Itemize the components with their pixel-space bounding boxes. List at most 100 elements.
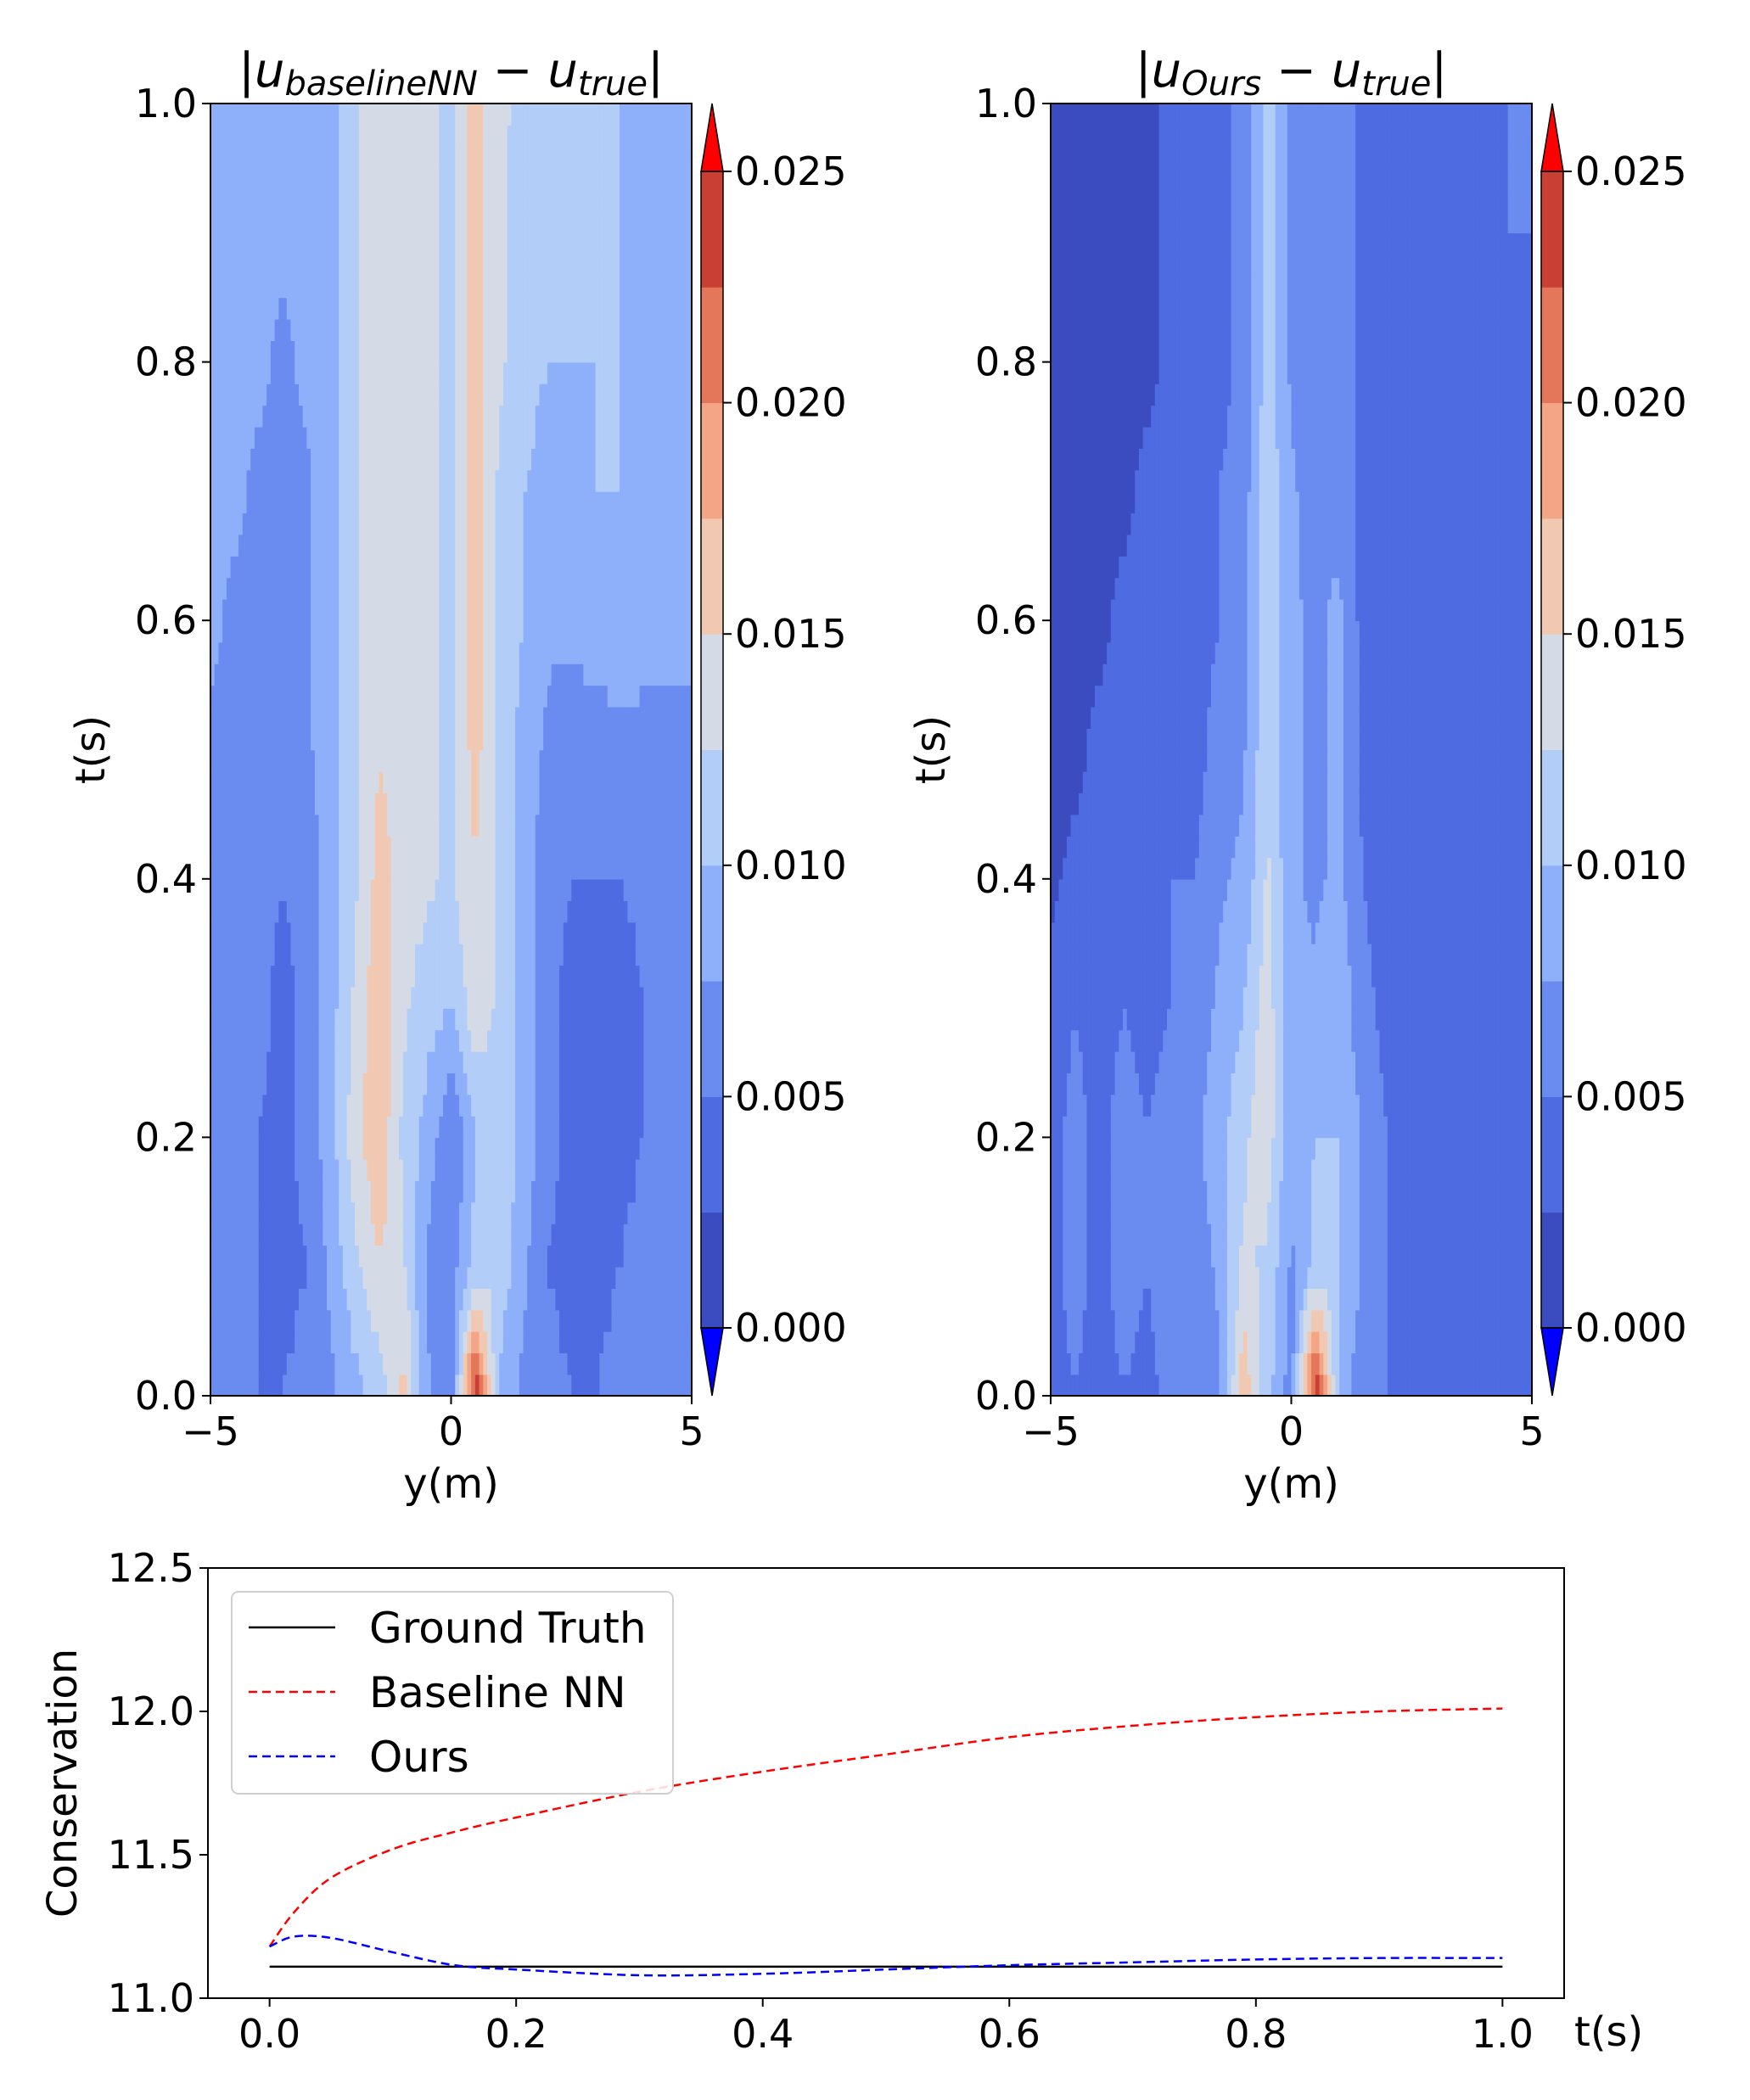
heatmap-cell: [286, 1029, 292, 1052]
heatmap-cell: [446, 1245, 452, 1268]
heatmap-cell: [491, 598, 496, 621]
heatmap-cell: [327, 1029, 332, 1052]
heatmap-cell: [222, 577, 227, 600]
heatmap-cell: [635, 663, 641, 686]
heatmap-cell: [274, 1008, 280, 1031]
heatmap-cell: [607, 1180, 613, 1203]
heatmap-cell: [290, 836, 296, 859]
heatmap-cell: [511, 663, 516, 686]
heatmap-cell: [527, 921, 532, 944]
heatmap-cell: [327, 1008, 332, 1031]
heatmap-cell: [463, 641, 468, 664]
heatmap-cell: [358, 1180, 364, 1203]
heatmap-cell: [351, 921, 356, 944]
heatmap-cell: [619, 749, 625, 772]
heatmap-cell: [294, 857, 300, 880]
heatmap-cell: [355, 943, 360, 966]
heatmap-cell: [266, 986, 272, 1009]
heatmap-cell: [635, 1288, 641, 1311]
heatmap-cell: [631, 836, 637, 859]
heatmap-cell: [298, 728, 304, 751]
heatmap-cell: [399, 1266, 404, 1289]
heatmap-cell: [262, 965, 267, 988]
heatmap-cell: [683, 685, 689, 708]
heatmap-cell: [351, 770, 356, 794]
heatmap-cell: [298, 1116, 304, 1139]
heatmap-cell: [258, 1094, 264, 1117]
heatmap-cell: [502, 857, 508, 880]
heatmap-cell: [443, 1137, 448, 1160]
heatmap-cell: [683, 986, 689, 1009]
heatmap-cell: [507, 663, 513, 686]
heatmap-cell: [290, 1137, 296, 1160]
heatmap-cell: [226, 1309, 232, 1332]
heatmap-cell: [687, 814, 693, 837]
heatmap-cell: [330, 663, 336, 686]
heatmap-cell: [430, 921, 436, 944]
heatmap-cell: [327, 986, 332, 1009]
heatmap-cell: [499, 792, 504, 815]
heatmap-cell: [648, 598, 653, 621]
heatmap-cell: [334, 1180, 339, 1203]
heatmap-cell: [467, 814, 472, 837]
heatmap-cell: [386, 878, 392, 901]
heatmap-cell: [222, 1029, 227, 1052]
heatmap-cell: [294, 792, 300, 815]
heatmap-cell: [659, 1223, 665, 1246]
heatmap-cell: [547, 1309, 552, 1332]
heatmap-cell: [487, 1245, 492, 1268]
heatmap-cell: [639, 1008, 645, 1031]
heatmap-cell: [435, 706, 440, 729]
heatmap-cell: [218, 921, 223, 944]
heatmap-cell: [214, 1266, 220, 1289]
heatmap-cell: [587, 878, 592, 901]
heatmap-cell: [479, 749, 485, 772]
heatmap-cell: [603, 706, 609, 729]
heatmap-cell: [599, 1029, 604, 1052]
heatmap-cell: [435, 1374, 440, 1397]
heatmap-cell: [615, 943, 620, 966]
heatmap-cell: [386, 490, 392, 514]
heatmap-cell: [399, 1223, 404, 1246]
heatmap-cell: [379, 1309, 384, 1332]
heatmap-cell: [367, 814, 372, 837]
heatmap-cell: [439, 1245, 444, 1268]
heatmap-cell: [591, 556, 597, 579]
heatmap-cell: [238, 1309, 244, 1332]
heatmap-cell: [446, 900, 452, 923]
heatmap-cell: [314, 577, 320, 600]
heatmap-cell: [411, 900, 416, 923]
heatmap-cell: [254, 556, 260, 579]
heatmap-cell: [270, 663, 276, 686]
heatmap-cell: [278, 900, 283, 923]
heatmap-cell: [671, 1330, 676, 1354]
heatmap-cell: [655, 577, 660, 600]
heatmap-cell: [615, 1288, 620, 1311]
heatmap-cell: [663, 1072, 669, 1095]
heatmap-cell: [443, 1201, 448, 1224]
heatmap-cell: [250, 1266, 255, 1289]
heatmap-cell: [439, 556, 444, 579]
heatmap-cell: [294, 1374, 300, 1397]
heatmap-cell: [671, 534, 676, 557]
heatmap-cell: [611, 814, 617, 837]
heatmap-cell: [346, 1223, 352, 1246]
heatmap-cell: [676, 857, 681, 880]
heatmap-cell: [607, 534, 613, 557]
heatmap-cell: [567, 1330, 573, 1354]
heatmap-cell: [591, 1094, 597, 1117]
heatmap-cell: [451, 1158, 457, 1181]
heatmap-cell: [294, 1116, 300, 1139]
heatmap-cell: [439, 921, 444, 944]
heatmap-cell: [643, 1072, 648, 1095]
heatmap-cell: [559, 857, 564, 880]
heatmap-cell: [323, 556, 328, 579]
heatmap-cell: [583, 1374, 588, 1397]
heatmap-cell: [687, 685, 693, 708]
heatmap-cell: [246, 685, 252, 708]
heatmap-cell: [386, 1245, 392, 1268]
heatmap-cell: [667, 1330, 673, 1354]
heatmap-cell: [603, 1352, 609, 1375]
heatmap-cell: [491, 1158, 496, 1181]
heatmap-cell: [290, 900, 296, 923]
